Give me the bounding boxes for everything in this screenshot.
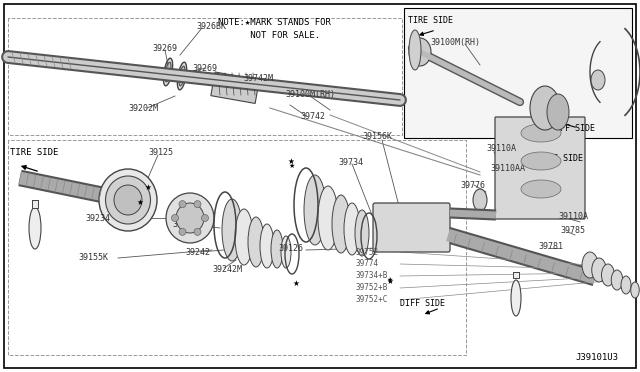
Text: NOTE:★MARK STANDS FOR: NOTE:★MARK STANDS FOR: [218, 17, 331, 26]
Ellipse shape: [179, 201, 186, 208]
Ellipse shape: [260, 224, 274, 268]
Text: 39234: 39234: [85, 214, 110, 222]
Ellipse shape: [163, 58, 173, 86]
Text: 39125: 39125: [148, 148, 173, 157]
Text: 39734+B: 39734+B: [356, 272, 388, 280]
Ellipse shape: [194, 201, 201, 208]
Ellipse shape: [202, 215, 209, 221]
Ellipse shape: [281, 236, 291, 268]
Bar: [513, 272, 519, 278]
Ellipse shape: [547, 94, 569, 130]
Ellipse shape: [355, 210, 369, 256]
Ellipse shape: [521, 180, 561, 198]
Text: 39752+B: 39752+B: [356, 283, 388, 292]
Ellipse shape: [473, 189, 487, 211]
Ellipse shape: [179, 66, 185, 86]
Text: 39100M(RH): 39100M(RH): [430, 38, 480, 46]
Text: 39156K: 39156K: [362, 131, 392, 141]
Text: 39776: 39776: [460, 180, 485, 189]
Text: 39742: 39742: [300, 112, 325, 121]
Text: 39269: 39269: [152, 44, 177, 52]
Text: 39126: 39126: [278, 244, 303, 253]
Text: ★: ★: [289, 163, 295, 169]
Text: ★: ★: [387, 277, 393, 283]
Text: 39781: 39781: [538, 241, 563, 250]
Text: ★: ★: [292, 279, 300, 288]
Ellipse shape: [304, 175, 326, 245]
Ellipse shape: [166, 193, 214, 243]
Text: ★: ★: [136, 198, 143, 207]
Ellipse shape: [521, 124, 561, 142]
Text: J39101U3: J39101U3: [575, 353, 618, 362]
Ellipse shape: [172, 215, 179, 221]
Text: ★: ★: [145, 183, 152, 192]
Text: DIFF SIDE: DIFF SIDE: [550, 124, 595, 132]
Ellipse shape: [511, 280, 521, 316]
Text: 39242: 39242: [185, 247, 210, 257]
Ellipse shape: [631, 282, 639, 298]
Ellipse shape: [582, 252, 598, 278]
Ellipse shape: [621, 276, 631, 294]
Bar: [32, 200, 38, 208]
Ellipse shape: [222, 199, 242, 261]
Text: 3926BK: 3926BK: [196, 22, 226, 31]
Ellipse shape: [106, 176, 150, 224]
Ellipse shape: [611, 270, 623, 290]
Ellipse shape: [29, 207, 41, 249]
Text: 39202M: 39202M: [128, 103, 158, 112]
Ellipse shape: [177, 62, 187, 90]
Bar: [211, 72, 259, 103]
Ellipse shape: [179, 228, 186, 235]
Bar: [404, 8, 632, 138]
Text: 39248: 39248: [172, 219, 197, 228]
Text: TIRE SIDE: TIRE SIDE: [408, 16, 453, 25]
Ellipse shape: [591, 70, 605, 90]
Ellipse shape: [409, 30, 421, 70]
Text: ★: ★: [287, 157, 294, 166]
Text: ★: ★: [115, 185, 121, 191]
Ellipse shape: [530, 86, 560, 130]
Text: 39110AA: 39110AA: [490, 164, 525, 173]
Ellipse shape: [521, 152, 561, 170]
FancyBboxPatch shape: [373, 203, 450, 252]
Text: 39774: 39774: [356, 260, 379, 269]
Text: 39100M(RH): 39100M(RH): [285, 90, 335, 99]
FancyBboxPatch shape: [495, 117, 585, 219]
Text: 39742M: 39742M: [243, 74, 273, 83]
Text: 39752+C: 39752+C: [356, 295, 388, 305]
Ellipse shape: [592, 258, 606, 282]
Ellipse shape: [248, 217, 264, 267]
Text: 39734: 39734: [338, 157, 363, 167]
Ellipse shape: [114, 185, 142, 215]
Ellipse shape: [99, 169, 157, 231]
Ellipse shape: [235, 209, 253, 265]
Text: 39752: 39752: [356, 247, 379, 257]
Text: DIFF SIDE: DIFF SIDE: [538, 154, 583, 163]
Ellipse shape: [176, 203, 204, 233]
Ellipse shape: [194, 228, 201, 235]
Text: NOT FOR SALE.: NOT FOR SALE.: [218, 31, 320, 39]
Text: TIRE SIDE: TIRE SIDE: [10, 148, 58, 157]
Ellipse shape: [332, 195, 350, 253]
Text: 39242M: 39242M: [212, 266, 242, 275]
Ellipse shape: [271, 230, 283, 268]
Text: 39110A: 39110A: [486, 144, 516, 153]
Text: DIFF SIDE: DIFF SIDE: [400, 299, 445, 308]
Ellipse shape: [165, 62, 171, 82]
Text: ★: ★: [387, 277, 394, 286]
Ellipse shape: [344, 203, 360, 255]
Ellipse shape: [318, 186, 338, 250]
Text: 39155K: 39155K: [78, 253, 108, 263]
Text: 39110A: 39110A: [558, 212, 588, 221]
Text: 39269: 39269: [192, 64, 217, 73]
Ellipse shape: [602, 264, 614, 286]
Text: 39785: 39785: [560, 225, 585, 234]
Ellipse shape: [409, 38, 431, 66]
